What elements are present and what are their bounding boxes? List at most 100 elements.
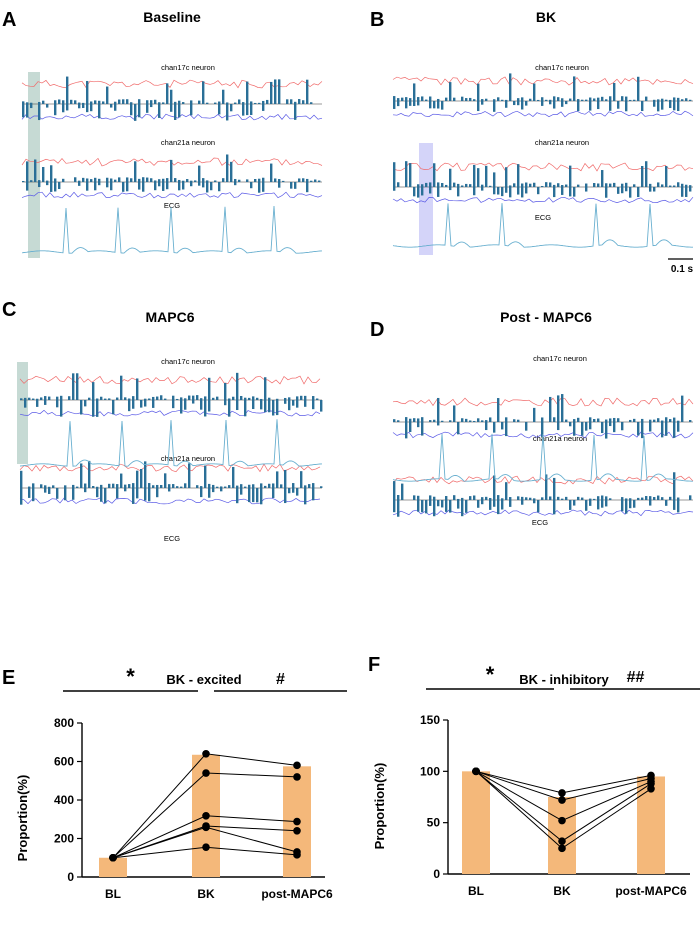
data-point [202,750,210,758]
spike-bar [537,99,540,101]
trace-b-chan21a [392,161,694,204]
panel-letter-a: A [2,9,16,31]
spike-bar [196,395,199,400]
spike-bar [453,405,456,422]
spike-bar [212,397,215,400]
spike-bar [577,496,580,500]
spike-bar [665,500,668,506]
spike-bar [457,422,460,435]
spike-bar [517,419,520,422]
spike-bar [166,178,169,182]
spike-bar [224,382,227,400]
spike-bar [130,178,133,182]
spike-bar [553,101,556,109]
spike-bar [473,187,476,196]
spike-bar [222,89,225,104]
spike-bar [625,187,628,192]
spike-bar [106,182,109,188]
spike-bar [489,185,492,187]
spike-bar [441,183,444,187]
spike-bar [577,184,580,187]
spike-bar [178,100,181,104]
spike-bar [457,187,460,197]
spike-bar [42,100,45,104]
spike-bar [64,485,67,488]
spike-bar [673,472,676,500]
spike-bar [136,378,139,400]
spike-bar [689,185,692,187]
spike-bar [60,400,63,417]
spike-bar [685,184,688,187]
spike-bar [98,182,101,186]
spike-bar [22,180,25,182]
spike-bar [573,419,576,422]
spike-bar [661,184,664,187]
spike-bar [82,102,85,104]
spike-bar [26,182,29,191]
spike-bar [621,96,624,101]
spike-bar [541,422,544,437]
spike-bar [641,418,644,422]
data-point [472,767,480,776]
spike-bar [232,396,235,400]
scale-bar-label: 0.1 s [671,264,694,275]
spike-bar [517,496,520,500]
spike-bar [20,488,23,505]
spike-bar [184,400,187,410]
spike-bar [172,484,175,488]
spike-bar [240,484,243,488]
bar-bk [548,797,576,874]
spike-bar [485,98,488,101]
spike-bar [405,422,408,439]
trace-d-ecg [392,433,693,482]
spike-bar [533,498,536,500]
spike-bar [677,97,680,101]
spike-bar [525,101,528,106]
spike-bar [393,419,396,422]
spike-bar [24,400,27,408]
spike-bar [96,486,99,488]
spike-bar [565,419,568,422]
spike-bar [316,398,319,400]
spike-bar [653,419,656,422]
spike-bar [629,99,632,101]
spike-bar [72,484,75,488]
y-axis-label-f: Proportion(%) [372,763,387,850]
spike-bar [192,395,195,400]
spike-bar [393,481,396,500]
spike-bar [254,102,257,104]
spike-bar [585,187,588,192]
spike-bar [461,96,464,101]
spike-bar [28,397,31,400]
spike-bar [38,180,41,182]
spike-bar [545,182,548,187]
spike-bar [242,102,245,104]
x-tick-label: BL [105,887,121,901]
spike-bar [685,187,688,197]
spike-bar [288,488,291,494]
upper-envelope [392,475,694,485]
spike-bar [136,488,139,499]
spike-bar [300,395,303,400]
spike-bar [116,488,119,499]
spike-bar [296,396,299,400]
spike-bar [22,104,25,118]
spike-bar [194,180,197,182]
spike-bar [685,98,688,101]
spike-bar [32,488,35,502]
spike-bar [505,417,508,422]
spike-bar [557,422,560,431]
spike-bar [318,180,321,182]
spike-bar [445,500,448,512]
spike-bar [242,104,245,116]
spike-bar [284,397,287,400]
spike-bar [212,484,215,488]
spike-bar [473,99,476,101]
spike-bar [124,397,127,400]
spike-bar [146,100,149,104]
spike-bar [200,488,203,498]
spike-bar [397,182,400,187]
spike-bar [689,495,692,500]
spike-bar [292,488,295,493]
